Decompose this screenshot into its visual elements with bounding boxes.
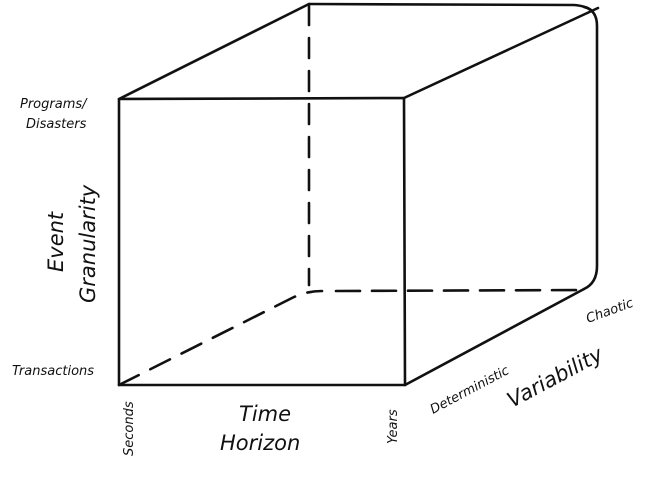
time-axis-title-line1: Time [239, 402, 291, 426]
label-years: Years [386, 409, 401, 444]
cube-front-face [117, 96, 407, 387]
cube-top-right-edge [402, 6, 600, 100]
cube-bottom-right-edge [403, 287, 586, 387]
label-seconds: Seconds [122, 401, 137, 456]
cube-back-right-edge [582, 5, 599, 291]
cube-top-left-edge [117, 2, 311, 101]
label-chaotic: Chaotic [584, 296, 635, 327]
label-deterministic: Deterministic [428, 363, 512, 417]
label-programs-disasters-line1: Programs/ [20, 97, 88, 112]
cube-top-back-edge [307, 2, 593, 12]
label-transactions: Transactions [12, 364, 94, 379]
hidden-edge-floor-left [117, 289, 324, 387]
event-axis-title-line1: Event [44, 211, 68, 272]
time-axis-title-line2: Horizon [220, 431, 300, 455]
event-axis-title-line2: Granularity [76, 184, 100, 303]
label-programs-disasters-line2: Disasters [26, 117, 87, 132]
variability-axis-title: Variability [503, 342, 607, 413]
hidden-edge-floor-back [334, 288, 586, 293]
